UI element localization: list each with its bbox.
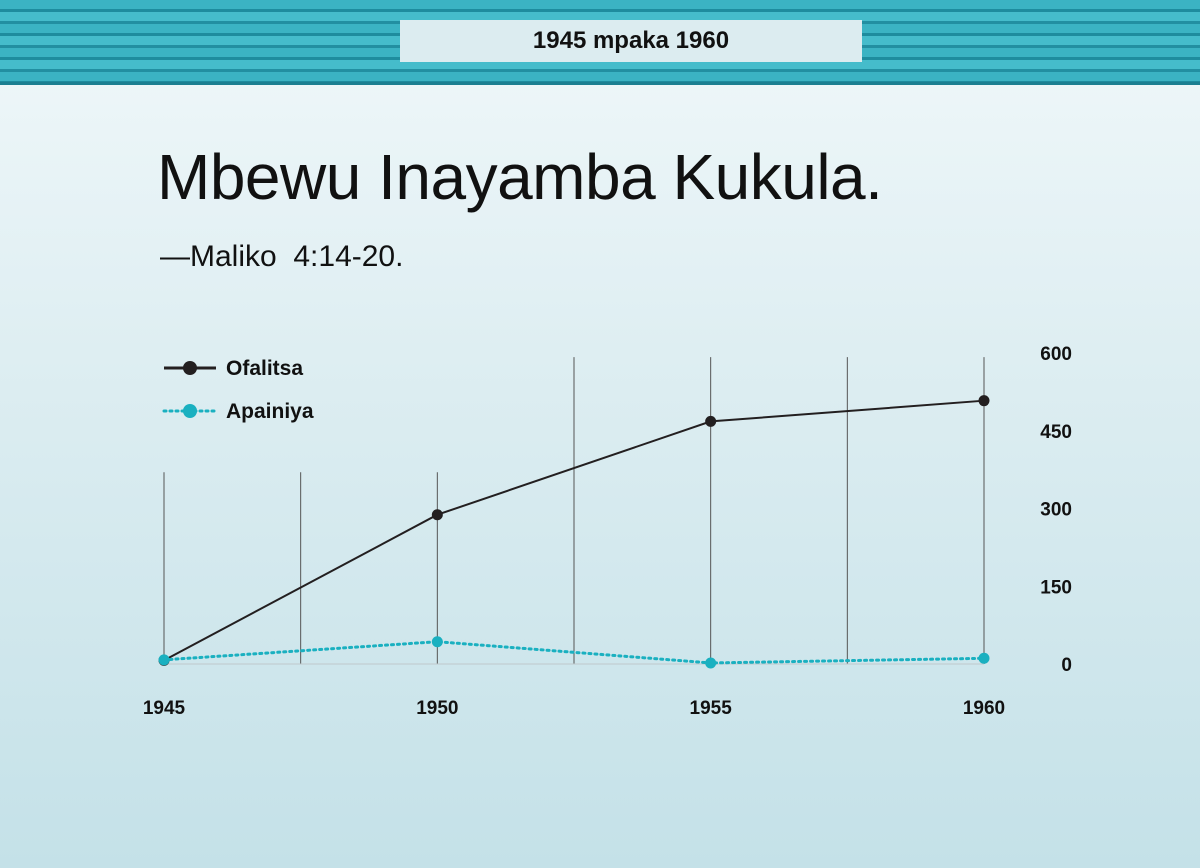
y-tick-label: 450: [1040, 422, 1072, 443]
x-tick-label: 1950: [416, 698, 458, 719]
chart-legend: Ofalitsa Apainiya: [162, 357, 314, 423]
x-tick-label: 1960: [963, 698, 1005, 719]
legend-marker: [183, 404, 197, 418]
ofalitsa-point: [705, 415, 717, 427]
banner-title: 1945 mpaka 1960: [532, 27, 730, 54]
apainiya-line: [162, 640, 986, 665]
x-tick-label: 1945: [143, 698, 186, 719]
legend-label: Apainiya: [226, 400, 314, 423]
apainiya-point: [431, 636, 443, 648]
y-tick-label: 0: [1061, 655, 1072, 676]
legend-marker: [183, 361, 197, 375]
y-tick-label: 150: [1040, 577, 1072, 598]
header-banner: 1945 mpaka 1960: [0, 0, 1200, 85]
y-tick-label: 300: [1040, 500, 1072, 521]
chart-series: [158, 395, 990, 669]
ofalitsa-point: [978, 395, 990, 407]
apainiya-point: [158, 654, 170, 666]
y-tick-label: 600: [1040, 344, 1072, 365]
x-tick-label: 1955: [690, 698, 733, 719]
ofalitsa-line: [163, 399, 985, 662]
legend-apainiya: Apainiya: [162, 400, 314, 423]
page-title: Mbewu Inayamba Kukula.: [157, 141, 883, 213]
apainiya-point: [705, 657, 717, 669]
chart-grid: [163, 357, 985, 665]
legend-ofalitsa: Ofalitsa: [164, 357, 303, 380]
apainiya-point: [978, 652, 990, 664]
banner-title-box: 1945 mpaka 1960: [400, 20, 862, 62]
legend-label: Ofalitsa: [226, 357, 303, 380]
chart-ticks: 0 150 300 450 600 1945 1950 1955 1960: [143, 344, 1072, 719]
scripture-reference: —Maliko 4:14-20.: [160, 240, 404, 273]
ofalitsa-point: [431, 509, 443, 521]
